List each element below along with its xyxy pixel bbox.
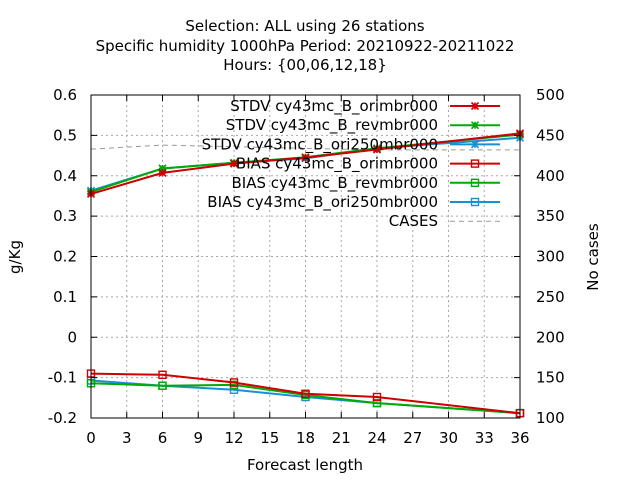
x-tick-label: 3	[122, 429, 132, 447]
y-axis-label: g/Kg	[6, 240, 24, 274]
legend-entry: STDV cy43mc_B_orimbr000	[230, 97, 500, 116]
y2-axis-label: No cases	[584, 223, 602, 291]
legend-label: CASES	[389, 212, 438, 230]
y2-tick-label: 350	[536, 207, 565, 225]
legend-entry: CASES	[389, 212, 500, 230]
x-tick-label: 6	[158, 429, 168, 447]
data-point	[158, 370, 167, 379]
data-point	[158, 168, 167, 177]
data-point	[229, 159, 239, 168]
legend-label: BIAS cy43mc_B_orimbr000	[236, 155, 438, 174]
y-tick-label: 0.4	[53, 167, 77, 185]
x-tick-label: 21	[332, 429, 351, 447]
legend-entry: BIAS cy43mc_B_ori250mbr000	[207, 193, 500, 212]
data-point	[301, 389, 310, 398]
series-line	[90, 144, 520, 151]
x-tick-label: 15	[260, 429, 279, 447]
x-tick-label: 30	[439, 429, 458, 447]
x-tick-label: 12	[224, 429, 243, 447]
data-point	[158, 381, 167, 390]
series-layer	[86, 129, 525, 418]
legend-marker	[470, 101, 480, 111]
legend-marker	[470, 178, 480, 188]
y2-tick-label: 100	[536, 409, 565, 427]
y-tick-label: -0.1	[48, 369, 77, 387]
y-tick-label: 0.1	[53, 288, 77, 306]
data-point	[372, 145, 382, 154]
x-tick-label: 33	[475, 429, 494, 447]
axes: 0 3 6 9 12 15 18 21 24 27 30 33 360.60.50.40.30.20.1…	[48, 86, 565, 447]
data-point	[229, 378, 239, 387]
series-line	[90, 132, 521, 195]
legend-label: STDV cy43mc_B_ori250mbr000	[202, 135, 438, 154]
legend-entry: STDV cy43mc_B_ori250mbr000	[202, 135, 500, 154]
legend-label: BIAS cy43mc_B_revmbr000	[232, 174, 439, 193]
data-point	[372, 398, 382, 408]
x-tick-label: 24	[367, 429, 386, 447]
y-tick-label: 0.3	[53, 207, 77, 225]
series-line	[90, 382, 521, 415]
data-point	[158, 164, 167, 173]
y-tick-label: 0	[67, 328, 77, 346]
legend-marker	[470, 197, 480, 207]
series-line	[90, 372, 521, 415]
legend-label: BIAS cy43mc_B_ori250mbr000	[207, 193, 438, 212]
y2-tick-label: 450	[536, 126, 565, 144]
chart-title-line-2: Specific humidity 1000hPa Period: 202109…	[96, 37, 515, 55]
legend-entry: BIAS cy43mc_B_revmbr000	[232, 174, 500, 193]
legend-entry: STDV cy43mc_B_revmbr000	[226, 116, 500, 135]
y2-tick-label: 300	[536, 248, 565, 266]
y-tick-label: 0.2	[53, 248, 77, 266]
x-tick-label: 0	[86, 429, 96, 447]
x-tick-label: 36	[510, 429, 529, 447]
series-cases	[90, 144, 520, 151]
y2-tick-label: 200	[536, 328, 565, 346]
x-tick-label: 18	[296, 429, 315, 447]
x-tick-label: 27	[403, 429, 422, 447]
legend-label: STDV cy43mc_B_revmbr000	[226, 116, 438, 135]
x-tick-label: 9	[193, 429, 203, 447]
legend-label: STDV cy43mc_B_orimbr000	[230, 97, 438, 116]
legend-marker	[470, 121, 480, 130]
legend-marker	[470, 159, 480, 168]
y-tick-label: 0.5	[53, 126, 77, 144]
y-tick-label: 0.6	[53, 86, 77, 104]
data-point	[301, 153, 310, 162]
chart-title-line-1: Selection: ALL using 26 stations	[185, 17, 424, 35]
x-axis-label: Forecast length	[247, 456, 363, 474]
y-tick-label: -0.2	[48, 409, 77, 427]
y2-tick-label: 500	[536, 86, 565, 104]
data-point	[372, 392, 382, 402]
y2-tick-label: 400	[536, 167, 565, 185]
chart-title-line-3: Hours: {00,06,12,18}	[223, 56, 387, 74]
y2-tick-label: 250	[536, 288, 565, 306]
legend-marker	[470, 140, 480, 149]
legend-entry: BIAS cy43mc_B_orimbr000	[236, 155, 500, 174]
y2-tick-label: 150	[536, 369, 565, 387]
